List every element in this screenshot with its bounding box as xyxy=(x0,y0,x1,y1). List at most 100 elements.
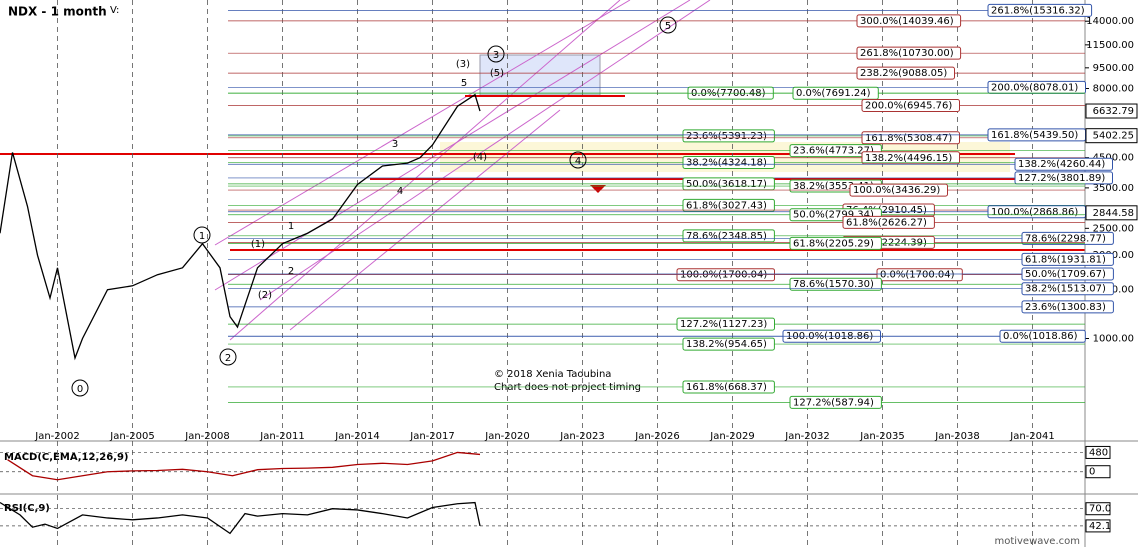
fib-label-box xyxy=(876,268,963,282)
x-tick-label: Jan-2017 xyxy=(409,431,454,442)
panel-badge xyxy=(1085,519,1111,533)
wave-circle xyxy=(193,226,211,244)
footer: motivewave.com xyxy=(994,536,1080,547)
fib-label: 78.6%(2298.77) xyxy=(1025,233,1106,244)
fib-label: 161.8%(5308.47) xyxy=(865,133,952,144)
fib-label-box xyxy=(1021,231,1114,245)
fib-label: 0.0%(1018.86) xyxy=(1003,331,1078,342)
wave-label: 3 xyxy=(392,139,398,150)
fib-label: 76.4%(2910.45) xyxy=(846,205,927,216)
price-badge-label: 6632.79 xyxy=(1093,106,1134,117)
y-tick-label: 2500.00 xyxy=(1093,223,1134,234)
y-tick-label: 11500.00 xyxy=(1086,40,1134,51)
fib-label: 100.0%(3436.29) xyxy=(853,185,940,196)
fib-label-box xyxy=(676,317,775,331)
wave-label: 1 xyxy=(288,221,294,232)
wave-circle xyxy=(569,151,587,169)
fib-label: 38.2%(1513.07) xyxy=(1025,284,1106,295)
wave-label: 3 xyxy=(493,50,499,61)
rsi-line xyxy=(0,501,481,535)
fib-label: 61.8%(2626.27) xyxy=(846,217,927,228)
fib-label-box xyxy=(1014,157,1113,171)
fib-label: 61.8%(1931.81) xyxy=(1025,254,1106,265)
wave-label: 4 xyxy=(575,156,581,167)
fib-label: 238.2%(9088.05) xyxy=(860,68,947,79)
fib-label-box xyxy=(789,395,882,409)
fib-label-box xyxy=(856,46,962,60)
x-tick-label: Jan-2038 xyxy=(934,431,979,442)
fib-label-box xyxy=(682,198,775,212)
fib-label: 100.0%(2868.86) xyxy=(991,207,1078,218)
panel-badge xyxy=(1085,465,1111,479)
fib-label: 38.2%(3553.41) xyxy=(793,181,874,192)
fib-label: 0.0%(1700.04) xyxy=(880,270,955,281)
fib-label: 38.2%(4324.18) xyxy=(686,157,767,168)
fib-label: 261.8%(15316.32) xyxy=(991,5,1085,16)
y-tick-label: 9500.00 xyxy=(1093,63,1134,74)
fib-label: 200.0%(6945.76) xyxy=(865,100,952,111)
fib-label: 261.8%(10730.00) xyxy=(860,48,954,59)
fib-label: 50.0%(3618.17) xyxy=(686,179,767,190)
fib-label: 61.8%(3027.43) xyxy=(686,200,767,211)
y-tick-label: 14000.00 xyxy=(1086,16,1134,27)
x-tick-label: Jan-2002 xyxy=(34,431,79,442)
panel-tick-label: 70.0 xyxy=(1089,504,1111,515)
fib-label-box xyxy=(849,183,948,197)
fib-label: 138.2%(4496.15) xyxy=(865,153,952,164)
panel-tick-label: 480 xyxy=(1089,447,1108,458)
fib-label: 61.8%(2205.29) xyxy=(793,238,874,249)
x-tick-label: Jan-2008 xyxy=(184,431,229,442)
macd-line xyxy=(7,451,481,481)
fib-label-box xyxy=(789,144,882,158)
wave-label: (4) xyxy=(473,152,487,163)
fib-label-box xyxy=(987,3,1093,17)
wave-label: 5 xyxy=(461,78,467,89)
fib-label-box xyxy=(1021,252,1114,266)
x-tick-label: Jan-2014 xyxy=(334,431,379,442)
x-tick-label: Jan-2041 xyxy=(1009,431,1054,442)
fib-label: 0.0%(7691.24) xyxy=(796,88,871,99)
panel-badge xyxy=(1085,445,1111,459)
y-tick-label: 4500.00 xyxy=(1093,153,1134,164)
panel-tick-label: 0 xyxy=(1089,467,1095,478)
wave-circle xyxy=(487,45,505,63)
macd-title: MACD(C,EMA,12,26,9) xyxy=(4,452,129,463)
price-line xyxy=(0,93,481,361)
x-tick-label: Jan-2020 xyxy=(484,431,529,442)
wave-label: (1) xyxy=(251,239,265,250)
wave-label: 0 xyxy=(77,384,83,395)
fib-label-box xyxy=(861,151,960,165)
y-tick-label: 8000.00 xyxy=(1093,83,1134,94)
price-badge-label: 2844.58 xyxy=(1093,208,1134,219)
fib-label: 23.6%(1300.83) xyxy=(1025,302,1106,313)
fib-label-box xyxy=(682,229,775,243)
fib-label: 127.2%(1127.23) xyxy=(680,319,767,330)
fib-label-box xyxy=(842,215,935,229)
fib-label-box xyxy=(999,329,1086,343)
wave-circle xyxy=(219,348,237,366)
fib-label: 300.0%(14039.46) xyxy=(860,16,954,27)
fib-label-box xyxy=(682,380,775,394)
fib-label: 78.6%(2348.85) xyxy=(686,231,767,242)
wave-label: 1 xyxy=(199,231,205,242)
fib-label-box xyxy=(856,14,962,28)
wave-label: (2) xyxy=(258,290,272,301)
wave-label: 4 xyxy=(397,186,403,197)
x-tick-label: Jan-2011 xyxy=(259,431,304,442)
x-tick-label: Jan-2032 xyxy=(784,431,829,442)
y-tick-label: 1000.00 xyxy=(1093,333,1134,344)
fib-label: 38.2%(2224.39) xyxy=(846,237,927,248)
fib-label-box xyxy=(789,236,882,250)
fib-label-box xyxy=(789,277,882,291)
wave-label: 2 xyxy=(288,266,294,277)
x-tick-label: Jan-2026 xyxy=(634,431,679,442)
fib-label: 127.2%(3801.89) xyxy=(1018,173,1105,184)
wave-label: (5) xyxy=(490,68,504,79)
x-tick-label: Jan-2035 xyxy=(859,431,904,442)
price-badge xyxy=(1085,128,1138,144)
x-tick-label: Jan-2023 xyxy=(559,431,604,442)
wave-label: 2 xyxy=(225,353,231,364)
x-tick-label: Jan-2029 xyxy=(709,431,754,442)
fib-label-box xyxy=(1021,282,1114,296)
fib-label-box xyxy=(682,337,775,351)
